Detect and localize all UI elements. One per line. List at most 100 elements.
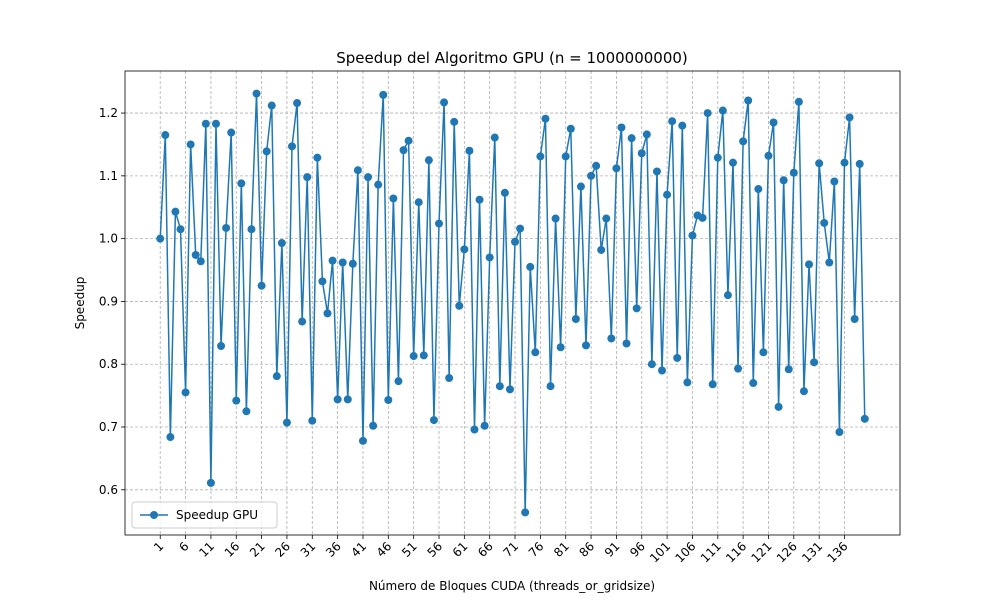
data-point xyxy=(784,365,793,374)
data-point xyxy=(673,353,682,362)
data-point xyxy=(734,364,743,373)
data-point xyxy=(658,366,667,375)
y-tick-label: 1.1 xyxy=(99,169,118,183)
data-point xyxy=(222,223,231,232)
data-point xyxy=(551,214,560,223)
data-point xyxy=(815,159,824,168)
data-point xyxy=(855,159,864,168)
data-point xyxy=(805,260,814,269)
data-point xyxy=(587,171,596,180)
data-point xyxy=(703,109,712,118)
data-point xyxy=(637,149,646,158)
data-point xyxy=(343,395,352,404)
data-point xyxy=(764,151,773,160)
data-point xyxy=(531,348,540,357)
data-point xyxy=(728,158,737,167)
data-point xyxy=(308,416,317,425)
data-point xyxy=(774,402,783,411)
data-point xyxy=(794,97,803,106)
data-point xyxy=(303,173,312,182)
data-point xyxy=(516,224,525,233)
data-point xyxy=(581,341,590,350)
data-point xyxy=(323,309,332,318)
y-tick-label: 0.9 xyxy=(99,294,118,308)
data-point xyxy=(424,156,433,165)
data-point xyxy=(460,245,469,254)
data-point xyxy=(718,106,727,115)
data-point xyxy=(749,379,758,388)
data-point xyxy=(526,262,535,271)
data-point xyxy=(495,382,504,391)
data-point xyxy=(369,421,378,430)
legend-label: Speedup GPU xyxy=(176,508,258,522)
data-point xyxy=(156,234,165,243)
data-point xyxy=(713,153,722,162)
data-point xyxy=(338,258,347,267)
data-point xyxy=(769,118,778,127)
data-point xyxy=(161,131,170,140)
data-point xyxy=(252,89,261,98)
data-point xyxy=(835,428,844,437)
data-point xyxy=(642,130,651,139)
data-point xyxy=(353,166,362,175)
data-point xyxy=(262,147,271,156)
data-point xyxy=(511,237,520,246)
data-point xyxy=(277,239,286,248)
data-point xyxy=(435,219,444,228)
data-point xyxy=(820,218,829,227)
chart-title: Speedup del Algoritmo GPU (n = 100000000… xyxy=(336,49,688,67)
data-point xyxy=(171,207,180,216)
data-point xyxy=(602,214,611,223)
data-point xyxy=(683,378,692,387)
data-point xyxy=(282,418,291,427)
data-point xyxy=(293,99,302,108)
data-point xyxy=(592,161,601,170)
data-point xyxy=(840,158,849,167)
data-point xyxy=(627,134,636,143)
y-tick-label: 0.6 xyxy=(99,483,118,497)
data-point xyxy=(419,351,428,360)
data-point xyxy=(399,146,408,155)
data-point xyxy=(475,195,484,204)
y-tick-label: 1.0 xyxy=(99,232,118,246)
data-point xyxy=(348,259,357,268)
data-point xyxy=(490,133,499,142)
data-point xyxy=(414,198,423,207)
y-tick-label: 1.2 xyxy=(99,106,118,120)
legend-box xyxy=(131,501,278,529)
data-point xyxy=(313,153,322,162)
data-point xyxy=(176,225,185,234)
data-point xyxy=(754,185,763,194)
data-point xyxy=(181,388,190,397)
data-point xyxy=(196,257,205,266)
data-point xyxy=(607,334,616,343)
data-point xyxy=(374,180,383,189)
data-point xyxy=(389,194,398,203)
data-point xyxy=(358,436,367,445)
data-point xyxy=(465,146,474,155)
data-point xyxy=(668,117,677,126)
data-point xyxy=(723,291,732,300)
data-point xyxy=(698,213,707,222)
data-point xyxy=(455,301,464,310)
data-point xyxy=(597,245,606,254)
data-point xyxy=(505,385,514,394)
data-point xyxy=(744,96,753,105)
x-axis-label: Número de Bloques CUDA (threads_or_grids… xyxy=(369,579,655,593)
data-point xyxy=(440,98,449,107)
data-point xyxy=(242,407,251,416)
data-point xyxy=(576,182,585,191)
data-point xyxy=(759,348,768,357)
data-point xyxy=(186,140,195,149)
data-point xyxy=(622,339,631,348)
legend-marker xyxy=(150,511,158,519)
data-point xyxy=(521,508,530,517)
data-point xyxy=(267,101,276,110)
data-point xyxy=(810,358,819,367)
data-point xyxy=(485,253,494,262)
data-point xyxy=(409,352,418,361)
data-point xyxy=(739,137,748,146)
data-point xyxy=(632,304,641,313)
